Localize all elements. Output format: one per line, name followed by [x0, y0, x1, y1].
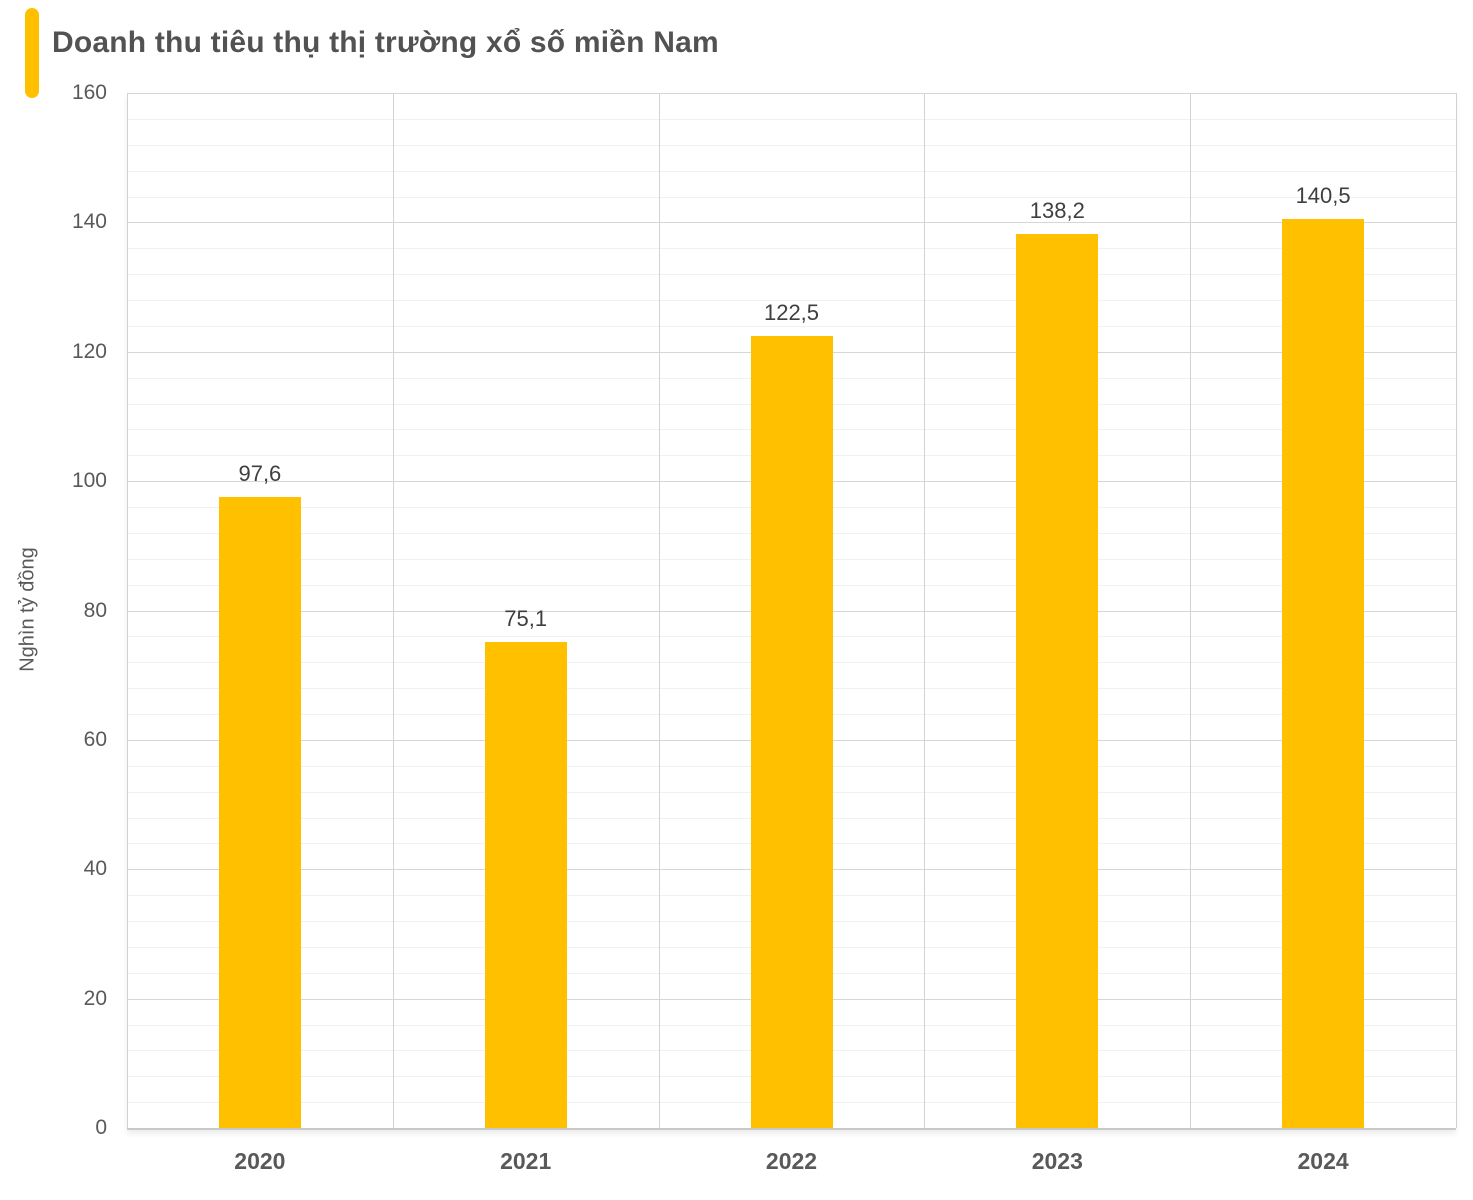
x-tick-2020: 2020	[234, 1148, 286, 1174]
y-tick-40: 40	[83, 857, 107, 881]
x-tick-2021: 2021	[500, 1148, 552, 1174]
vertical-gridline	[924, 93, 926, 1128]
bar-2021	[484, 642, 567, 1128]
x-tick-2022: 2022	[765, 1148, 818, 1174]
minor-gridline	[127, 196, 1456, 198]
vertical-gridline	[127, 93, 128, 1128]
x-tick-2024: 2024	[1297, 1148, 1349, 1174]
title-accent-bar	[25, 8, 39, 98]
y-tick-120: 120	[71, 339, 107, 363]
y-tick-160: 160	[71, 81, 107, 104]
major-gridline	[127, 222, 1456, 224]
bar-2022	[750, 335, 833, 1128]
bar-2024	[1282, 219, 1365, 1128]
x-tick-2023: 2023	[1031, 1148, 1083, 1174]
minor-gridline	[127, 248, 1456, 250]
vertical-gridline	[1456, 93, 1457, 1128]
y-tick-0: 0	[95, 1116, 107, 1139]
vertical-gridline	[392, 93, 394, 1128]
plot-area: 97,6 75,1 122,5 138,2 140,5	[127, 93, 1457, 1130]
data-label-2023: 138,2	[1029, 198, 1085, 224]
data-label-2021: 75,1	[504, 606, 548, 632]
major-gridline	[127, 93, 1456, 94]
y-tick-20: 20	[83, 986, 107, 1010]
bar-2023	[1016, 234, 1099, 1128]
minor-gridline	[127, 170, 1456, 172]
data-label-2022: 122,5	[763, 299, 820, 325]
minor-gridline	[127, 300, 1456, 301]
y-tick-60: 60	[83, 727, 107, 751]
y-tick-100: 100	[71, 469, 107, 493]
chart-title: Doanh thu tiêu thụ thị trường xổ số miền…	[52, 26, 719, 59]
y-tick-140: 140	[71, 210, 107, 234]
bar-2020	[218, 496, 301, 1128]
vertical-gridline	[1190, 93, 1192, 1128]
y-tick-80: 80	[83, 598, 107, 622]
data-label-2020: 97,6	[238, 460, 282, 486]
minor-gridline	[127, 144, 1456, 146]
minor-gridline	[127, 325, 1456, 327]
vertical-gridline	[658, 93, 660, 1128]
data-label-2024: 140,5	[1295, 183, 1351, 209]
minor-gridline	[127, 118, 1456, 120]
minor-gridline	[127, 274, 1456, 276]
